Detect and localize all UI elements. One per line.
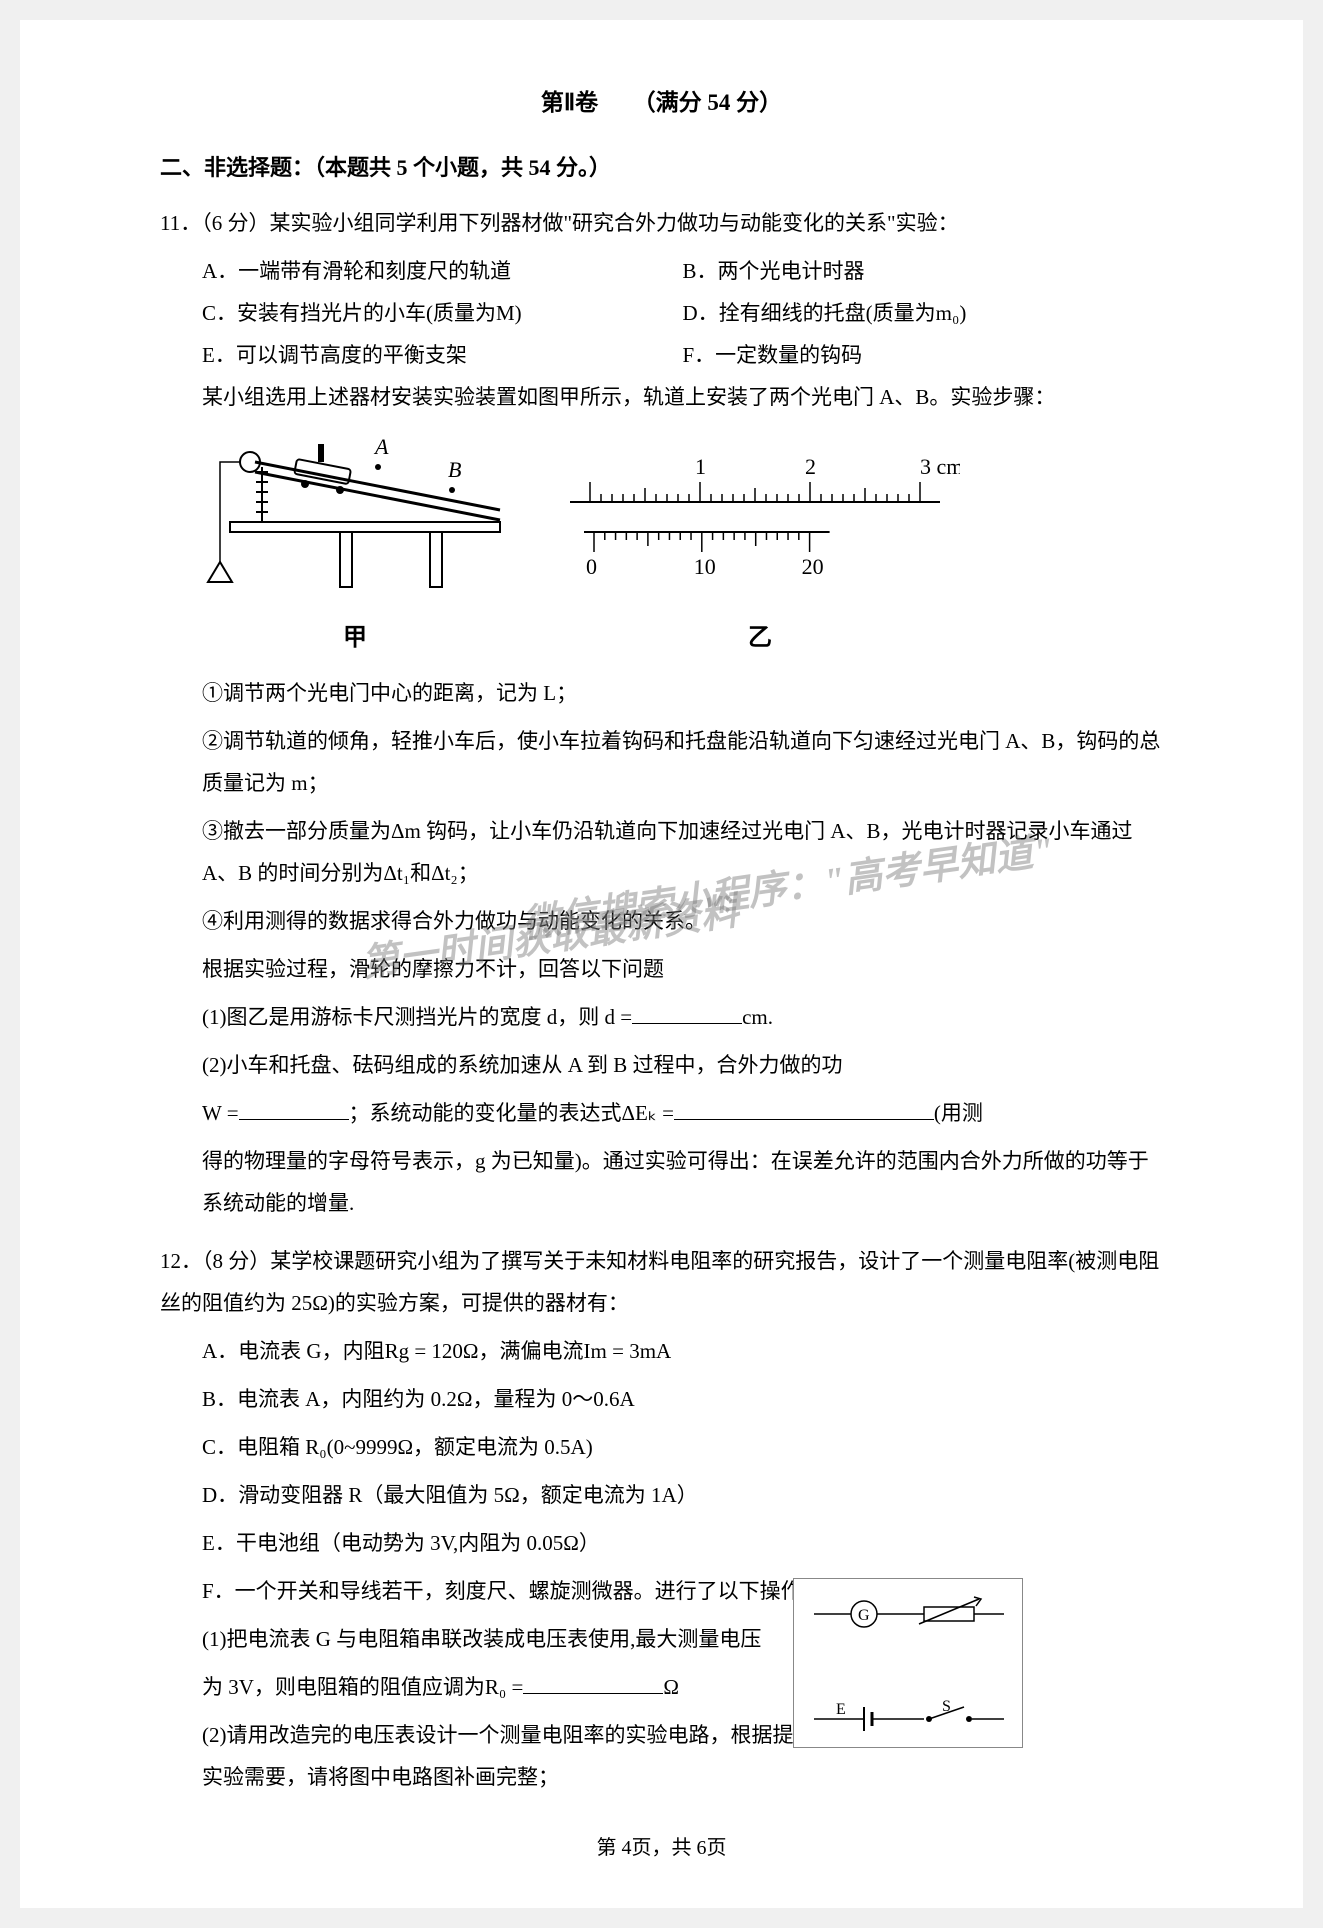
q11-sub2-ek: ；系统动能的变化量的表达式ΔEₖ =	[349, 1101, 674, 1125]
svg-text:B: B	[448, 457, 461, 482]
q11-sub2-line1: (2)小车和托盘、砝码组成的系统加速从 A 到 B 过程中，合外力做的功	[160, 1044, 1163, 1086]
svg-text:A: A	[373, 434, 389, 459]
q12-item-e: E．干电池组（电动势为 3V,内阻为 0.05Ω）	[160, 1522, 1163, 1564]
blank-ek	[674, 1099, 934, 1120]
svg-text:E: E	[836, 1701, 846, 1718]
svg-text:3 cm: 3 cm	[920, 454, 960, 479]
figure-yi-label: 乙	[560, 614, 960, 662]
q11-sub2-line3: 得的物理量的字母符号表示，g 为已知量)。通过实验可得出：在误差允许的范围内合外…	[160, 1140, 1163, 1224]
q11-intro: 11．（6 分）某实验小组同学利用下列器材做"研究合外力做功与动能变化的关系"实…	[160, 202, 1163, 244]
blank-r0	[523, 1673, 663, 1694]
svg-text:10: 10	[694, 554, 716, 579]
q11-step1: ①调节两个光电门中心的距离，记为 L；	[160, 672, 1163, 714]
q11-step3: ③撤去一部分质量为Δm 钩码，让小车仍沿轨道向下加速经过光电门 A、B，光电计时…	[160, 810, 1163, 894]
section-heading: 二、非选择题：（本题共 5 个小题，共 54 分。）	[160, 146, 1163, 190]
q11-item-e: E．可以调节高度的平衡支架	[202, 334, 683, 376]
q11-sub1-text-b: cm.	[742, 1005, 773, 1029]
q12-item-d: D．滑动变阻器 R（最大阻值为 5Ω，额定电流为 1A）	[160, 1474, 1163, 1516]
q12-sub1-r0: 为 3V，则电阻箱的阻值应调为R₀ =	[202, 1675, 523, 1699]
q11-figures: A B 甲 1 2 3 cm 0 10 20 乙	[200, 432, 1163, 662]
q12-item-c: C．电阻箱 R₀(0~9999Ω，额定电流为 0.5A)	[160, 1426, 1163, 1468]
q11-sub2-tail: (用测	[934, 1101, 983, 1125]
q11-step4: ④利用测得的数据求得合外力做功与动能变化的关系。	[160, 900, 1163, 942]
svg-text:G: G	[858, 1607, 870, 1624]
svg-text:20: 20	[802, 554, 824, 579]
q12-sub1-ohm: Ω	[663, 1675, 679, 1699]
q11-item-b: B．两个光电计时器	[683, 250, 1164, 292]
svg-text:2: 2	[805, 454, 816, 479]
figure-jia-label: 甲	[200, 614, 510, 662]
svg-text:1: 1	[695, 454, 706, 479]
blank-d	[632, 1003, 742, 1024]
q11-sub2-w: W =	[202, 1101, 239, 1125]
figure-jia: A B 甲	[200, 432, 510, 662]
q11-step2: ②调节轨道的倾角，轻推小车后，使小车拉着钩码和托盘能沿轨道向下匀速经过光电门 A…	[160, 720, 1163, 804]
question-11: 11．（6 分）某实验小组同学利用下列器材做"研究合外力做功与动能变化的关系"实…	[160, 202, 1163, 1224]
blank-w	[239, 1099, 349, 1120]
q12-item-a: A．电流表 G，内阻Rg = 120Ω，满偏电流Im = 3mA	[160, 1330, 1163, 1372]
page-title: 第Ⅱ卷 （满分 54 分）	[160, 80, 1163, 126]
svg-text:S: S	[942, 1698, 951, 1715]
circuit-diagram-box: G E S	[793, 1578, 1023, 1748]
q11-item-d: D．拴有细线的托盘(质量为m₀)	[683, 292, 1164, 334]
svg-text:0: 0	[586, 554, 597, 579]
q12-item-b: B．电流表 A，内阻约为 0.2Ω，量程为 0～0.6A	[160, 1378, 1163, 1420]
q11-sub1-text-a: (1)图乙是用游标卡尺测挡光片的宽度 d，则 d =	[202, 1005, 632, 1029]
q11-setup: 某小组选用上述器材安装实验装置如图甲所示，轨道上安装了两个光电门 A、B。实验步…	[160, 376, 1163, 418]
figure-yi: 1 2 3 cm 0 10 20 乙	[560, 452, 960, 662]
page-footer: 第 4页，共 6页	[160, 1828, 1163, 1868]
q12-intro: 12．（8 分）某学校课题研究小组为了撰写关于未知材料电阻率的研究报告，设计了一…	[160, 1240, 1163, 1324]
q11-sub2-line2: W = ；系统动能的变化量的表达式ΔEₖ = (用测	[160, 1092, 1163, 1134]
q11-sub1: (1)图乙是用游标卡尺测挡光片的宽度 d，则 d = cm.	[160, 996, 1163, 1038]
q11-step5: 根据实验过程，滑轮的摩擦力不计，回答以下问题	[160, 948, 1163, 990]
q11-item-c: C．安装有挡光片的小车(质量为M)	[202, 292, 683, 334]
q11-item-f: F．一定数量的钩码	[683, 334, 1164, 376]
q11-item-a: A．一端带有滑轮和刻度尺的轨道	[202, 250, 683, 292]
